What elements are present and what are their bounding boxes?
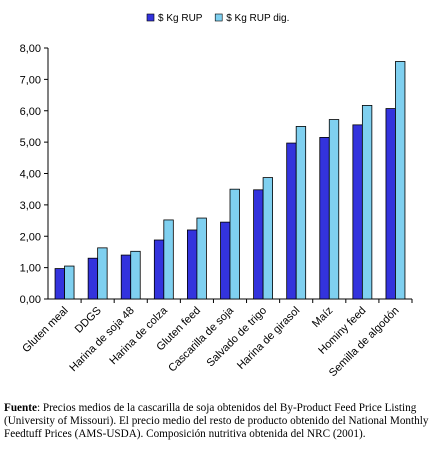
x-tick-label: Maíz — [310, 305, 335, 330]
caption-text: : Precios medios de la cascarilla de soj… — [4, 402, 429, 440]
y-tick-label: 6,00 — [20, 106, 41, 118]
x-tick-label: Salvado de trigo — [205, 305, 270, 370]
y-tick-label: 8,00 — [20, 43, 41, 55]
bar-1-11 — [385, 108, 396, 300]
legend-label-2: $ Kg RUP dig. — [226, 13, 289, 24]
bar-2-3 — [130, 250, 141, 300]
y-tick-label: 4,00 — [20, 169, 41, 181]
bar-1-10 — [352, 124, 363, 300]
y-tick-label: 5,00 — [20, 137, 41, 149]
bar-1-9 — [319, 137, 330, 300]
y-tick-label: 3,00 — [20, 200, 41, 212]
x-tick-label: Harina de colza — [107, 304, 170, 367]
bar-1-1 — [54, 268, 65, 300]
bar-2-7 — [262, 177, 273, 300]
bar-2-6 — [229, 188, 240, 300]
caption: Fuente: Precios medios de la cascarilla … — [4, 402, 432, 441]
bar-1-6 — [220, 221, 231, 300]
bar-2-5 — [196, 217, 207, 300]
y-tick-label: 1,00 — [20, 263, 41, 275]
bar-1-8 — [286, 142, 297, 300]
caption-label: Fuente — [4, 402, 37, 414]
x-tick-label: Gluten meal — [20, 305, 70, 355]
chart-area: $ Kg RUP $ Kg RUP dig. 0,00 1,00 2,00 3,00 4,0… — [20, 13, 413, 379]
legend-label-1: $ Kg RUP — [158, 13, 203, 24]
x-tick-label: DDGS — [73, 305, 104, 336]
bar-1-2 — [87, 257, 99, 300]
y-tick-label: 2,00 — [20, 231, 41, 243]
bar-1-7 — [253, 189, 264, 300]
bar-2-2 — [97, 247, 108, 300]
bar-2-4 — [163, 219, 174, 300]
y-tick-label: 0,00 — [20, 294, 41, 306]
bar-1-5 — [187, 229, 198, 300]
bar-chart: $ Kg RUP $ Kg RUP dig. 0,00 1,00 2,00 3,00 4,0… — [20, 13, 413, 379]
x-tick-label: Harina de girasol — [235, 305, 302, 372]
bar-2-10 — [361, 105, 373, 300]
y-tick-label: 7,00 — [20, 74, 41, 86]
legend-swatch-2 — [214, 13, 223, 22]
bar-1-3 — [120, 254, 132, 300]
legend-swatch-1 — [146, 13, 155, 22]
bar-2-11 — [395, 61, 406, 300]
bar-2-1 — [64, 265, 75, 300]
bar-2-8 — [295, 126, 307, 300]
bar-2-9 — [328, 119, 340, 300]
bar-1-4 — [153, 239, 165, 300]
